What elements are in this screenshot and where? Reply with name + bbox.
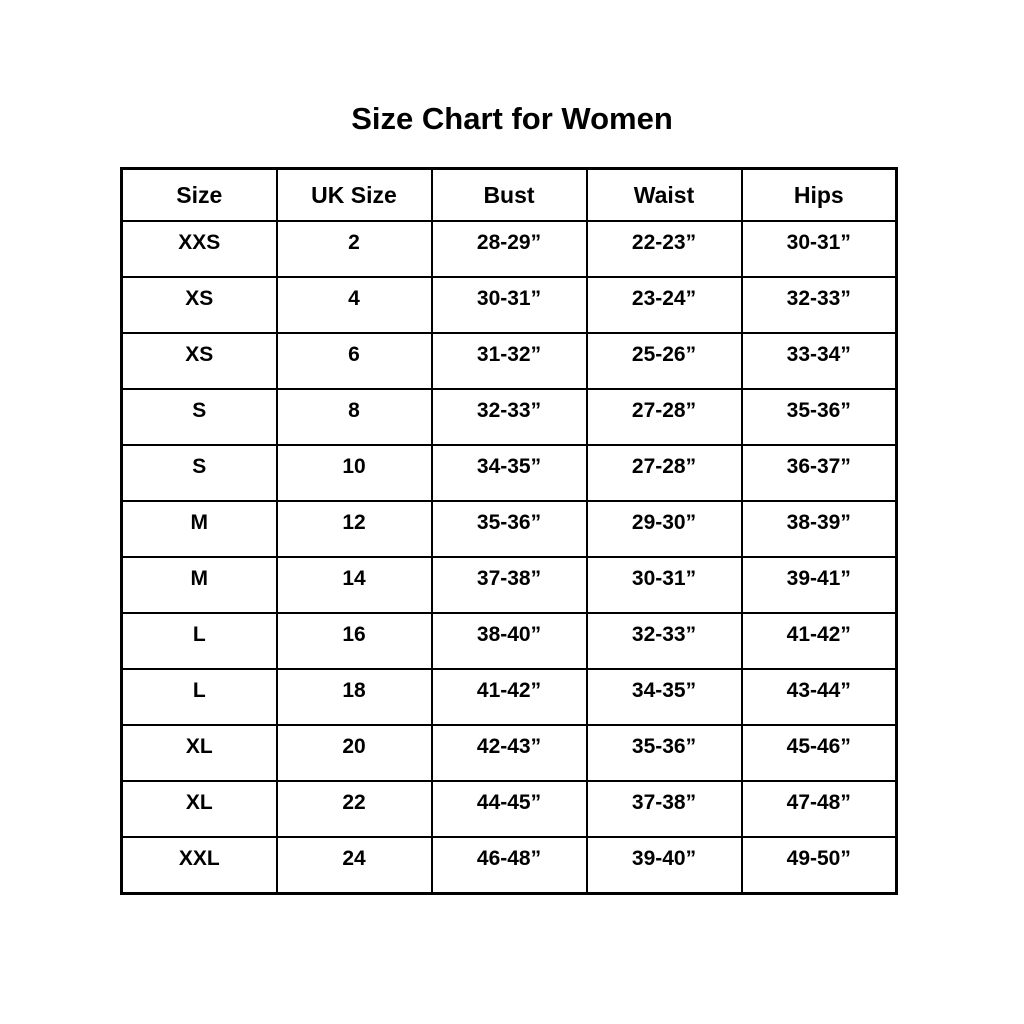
table-row: XL 22 44-45” 37-38” 47-48” [120, 780, 898, 838]
table-cell-hips: 47-48” [740, 780, 898, 838]
size-chart-table: Size UK Size Bust Waist Hips XXS 2 28-29” 2… [120, 167, 898, 895]
table-cell-uk-size: 4 [275, 276, 433, 334]
table-cell-bust: 35-36” [430, 500, 588, 558]
table-cell-bust: 31-32” [430, 332, 588, 390]
column-header-size: Size [120, 167, 278, 222]
table-cell-bust: 34-35” [430, 444, 588, 502]
table-cell-waist: 30-31” [585, 556, 743, 614]
table-header: Size UK Size Bust Waist Hips [120, 167, 898, 222]
table-cell-waist: 29-30” [585, 500, 743, 558]
table-cell-waist: 39-40” [585, 836, 743, 895]
table-cell-uk-size: 14 [275, 556, 433, 614]
table-cell-size: L [120, 612, 278, 670]
table-cell-hips: 43-44” [740, 668, 898, 726]
column-header-waist: Waist [585, 167, 743, 222]
table-cell-bust: 37-38” [430, 556, 588, 614]
table-cell-bust: 41-42” [430, 668, 588, 726]
table-cell-uk-size: 10 [275, 444, 433, 502]
page-title: Size Chart for Women [351, 101, 673, 136]
table-cell-waist: 34-35” [585, 668, 743, 726]
table-cell-hips: 33-34” [740, 332, 898, 390]
table-cell-uk-size: 12 [275, 500, 433, 558]
table-cell-size: XXL [120, 836, 278, 895]
table-cell-bust: 32-33” [430, 388, 588, 446]
column-header-hips: Hips [740, 167, 898, 222]
table-row: S 8 32-33” 27-28” 35-36” [120, 388, 898, 446]
table-cell-hips: 30-31” [740, 220, 898, 278]
table-row: XXS 2 28-29” 22-23” 30-31” [120, 220, 898, 278]
table-cell-waist: 35-36” [585, 724, 743, 782]
table-cell-size: S [120, 444, 278, 502]
header-row: Size UK Size Bust Waist Hips [120, 167, 898, 222]
table-cell-uk-size: 2 [275, 220, 433, 278]
table-cell-waist: 37-38” [585, 780, 743, 838]
table-row: XL 20 42-43” 35-36” 45-46” [120, 724, 898, 782]
table-cell-bust: 44-45” [430, 780, 588, 838]
table-row: XS 4 30-31” 23-24” 32-33” [120, 276, 898, 334]
table-cell-waist: 32-33” [585, 612, 743, 670]
table-cell-size: XS [120, 332, 278, 390]
table-row: XXL 24 46-48” 39-40” 49-50” [120, 836, 898, 895]
table-cell-waist: 27-28” [585, 388, 743, 446]
table-cell-hips: 45-46” [740, 724, 898, 782]
table-cell-size: XL [120, 724, 278, 782]
table-cell-bust: 28-29” [430, 220, 588, 278]
table-cell-waist: 25-26” [585, 332, 743, 390]
table-cell-hips: 41-42” [740, 612, 898, 670]
table-cell-waist: 27-28” [585, 444, 743, 502]
table-cell-uk-size: 20 [275, 724, 433, 782]
table-cell-uk-size: 22 [275, 780, 433, 838]
table-cell-uk-size: 8 [275, 388, 433, 446]
table-cell-uk-size: 6 [275, 332, 433, 390]
table-row: L 16 38-40” 32-33” 41-42” [120, 612, 898, 670]
table-cell-hips: 39-41” [740, 556, 898, 614]
table-cell-hips: 32-33” [740, 276, 898, 334]
table-cell-hips: 36-37” [740, 444, 898, 502]
table-row: L 18 41-42” 34-35” 43-44” [120, 668, 898, 726]
table-row: M 12 35-36” 29-30” 38-39” [120, 500, 898, 558]
table-cell-size: S [120, 388, 278, 446]
table-cell-uk-size: 18 [275, 668, 433, 726]
table-cell-size: XXS [120, 220, 278, 278]
table-cell-uk-size: 16 [275, 612, 433, 670]
table-cell-waist: 23-24” [585, 276, 743, 334]
table-cell-size: M [120, 500, 278, 558]
table-cell-size: XS [120, 276, 278, 334]
table-row: M 14 37-38” 30-31” 39-41” [120, 556, 898, 614]
table-row: XS 6 31-32” 25-26” 33-34” [120, 332, 898, 390]
table-cell-bust: 42-43” [430, 724, 588, 782]
table-cell-hips: 38-39” [740, 500, 898, 558]
table-cell-size: L [120, 668, 278, 726]
column-header-bust: Bust [430, 167, 588, 222]
table-cell-waist: 22-23” [585, 220, 743, 278]
table-cell-size: XL [120, 780, 278, 838]
table-cell-uk-size: 24 [275, 836, 433, 895]
table-cell-hips: 49-50” [740, 836, 898, 895]
table-row: S 10 34-35” 27-28” 36-37” [120, 444, 898, 502]
table-cell-bust: 46-48” [430, 836, 588, 895]
table-cell-hips: 35-36” [740, 388, 898, 446]
table-cell-size: M [120, 556, 278, 614]
column-header-uk-size: UK Size [275, 167, 433, 222]
table-cell-bust: 30-31” [430, 276, 588, 334]
table-cell-bust: 38-40” [430, 612, 588, 670]
table-body: XXS 2 28-29” 22-23” 30-31” XS 4 30-31” 23-24” 32-… [120, 220, 898, 895]
